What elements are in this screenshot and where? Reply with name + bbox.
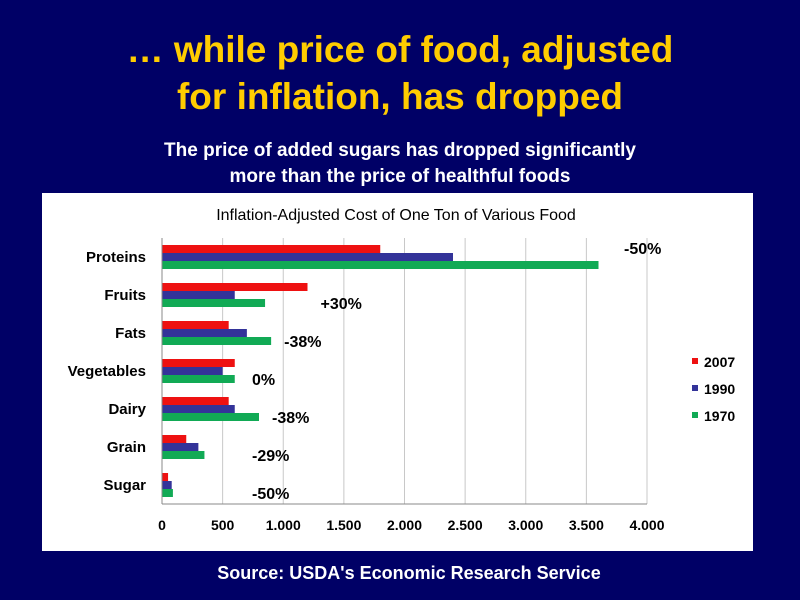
slide-subtitle-line-1: The price of added sugars has dropped si… [164,140,636,161]
legend-label-1990: 1990 [704,381,735,397]
x-tick-label: 3.000 [508,517,543,533]
bar-grain-1990 [162,443,199,451]
bar-dairy-1970 [162,413,259,421]
category-label-vegetables: Vegetables [68,363,146,380]
category-label-fruits: Fruits [104,287,146,304]
bar-dairy-1990 [162,405,235,413]
slide-subtitle-line-2: more than the price of healthful foods [229,166,571,187]
bar-grain-1970 [162,451,205,459]
legend-swatch-2007 [692,358,698,364]
category-label-sugar: Sugar [103,477,146,494]
x-tick-label: 4.000 [629,517,664,533]
chart-bars [162,245,599,497]
legend-label-2007: 2007 [704,354,735,370]
annotation-fruits: +30% [321,296,362,313]
annotation-fats: -38% [284,334,321,351]
bar-proteins-2007 [162,245,381,253]
annotation-dairy: -38% [272,410,309,427]
x-tick-label: 1.500 [326,517,361,533]
bar-fats-1970 [162,337,272,345]
bar-sugar-1970 [162,489,173,497]
bar-proteins-1970 [162,261,599,269]
bar-vegetables-1990 [162,367,223,375]
bar-fats-2007 [162,321,229,329]
legend-swatch-1970 [692,412,698,418]
bar-proteins-1990 [162,253,453,261]
chart-panel: Inflation-Adjusted Cost of One Ton of Va… [42,193,753,551]
category-label-proteins: Proteins [86,249,146,266]
x-tick-label: 0 [158,517,166,533]
chart-grid [222,238,648,504]
bar-fruits-1990 [162,291,235,299]
bar-grain-2007 [162,435,187,443]
bar-sugar-2007 [162,473,169,481]
slide-subtitle: The price of added sugars has dropped si… [0,138,800,190]
slide-title: … while price of food, adjusted for infl… [0,26,800,120]
x-tick-label: 2.000 [387,517,422,533]
annotation-proteins: -50% [624,241,661,258]
x-tick-label: 1.000 [266,517,301,533]
category-label-grain: Grain [107,439,146,456]
category-label-dairy: Dairy [108,401,146,418]
slide-title-line-2: for inflation, has dropped [176,76,624,117]
bar-fats-1990 [162,329,247,337]
chart-axes [161,238,647,505]
source-note: Source: USDA's Economic Research Service [217,563,601,583]
annotation-sugar: -50% [252,486,289,503]
category-labels: Proteins Fruits Fats Vegetables Dairy Grain Su… [68,249,147,494]
chart-legend: 2007 1990 1970 [692,354,735,424]
legend-swatch-1990 [692,385,698,391]
change-annotations: -50% +30% -38% 0% -38% -29% -50% [252,241,661,503]
bar-fruits-2007 [162,283,308,291]
category-label-fats: Fats [115,325,146,342]
bar-fruits-1970 [162,299,266,307]
bar-vegetables-2007 [162,359,235,367]
bar-chart: Inflation-Adjusted Cost of One Ton of Va… [68,207,736,533]
x-tick-labels: 0 500 1.000 1.500 2.000 2.500 3.000 3.500 4.000 [158,517,665,533]
bar-dairy-2007 [162,397,229,405]
legend-label-1970: 1970 [704,408,735,424]
chart-title: Inflation-Adjusted Cost of One Ton of Va… [216,207,576,224]
bar-vegetables-1970 [162,375,235,383]
x-tick-label: 2.500 [448,517,483,533]
x-tick-label: 3.500 [569,517,604,533]
annotation-grain: -29% [252,448,289,465]
x-tick-label: 500 [211,517,235,533]
annotation-vegetables: 0% [252,372,275,389]
slide-title-line-1: … while price of food, adjusted [126,29,674,70]
bar-sugar-1990 [162,481,172,489]
